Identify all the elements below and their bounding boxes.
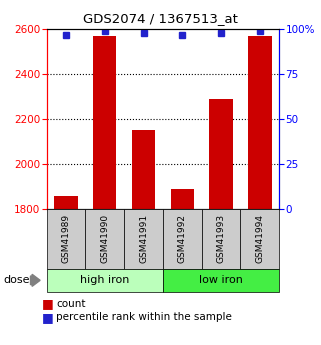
Text: percentile rank within the sample: percentile rank within the sample <box>56 313 232 322</box>
Text: high iron: high iron <box>80 275 129 285</box>
Text: GSM41989: GSM41989 <box>61 214 70 264</box>
Text: GSM41993: GSM41993 <box>217 214 226 264</box>
Text: GSM41992: GSM41992 <box>178 214 187 264</box>
Text: ■: ■ <box>42 311 54 324</box>
Text: GSM41990: GSM41990 <box>100 214 109 264</box>
Text: low iron: low iron <box>199 275 243 285</box>
Bar <box>171 188 194 209</box>
Bar <box>248 36 272 209</box>
Text: GDS2074 / 1367513_at: GDS2074 / 1367513_at <box>83 12 238 25</box>
Bar <box>209 99 233 209</box>
Text: count: count <box>56 299 86 308</box>
Bar <box>132 130 155 209</box>
Text: dose: dose <box>3 275 30 285</box>
Text: GSM41991: GSM41991 <box>139 214 148 264</box>
Text: ■: ■ <box>42 297 54 310</box>
Bar <box>93 36 116 209</box>
Bar <box>54 196 78 209</box>
Text: GSM41994: GSM41994 <box>256 214 265 264</box>
